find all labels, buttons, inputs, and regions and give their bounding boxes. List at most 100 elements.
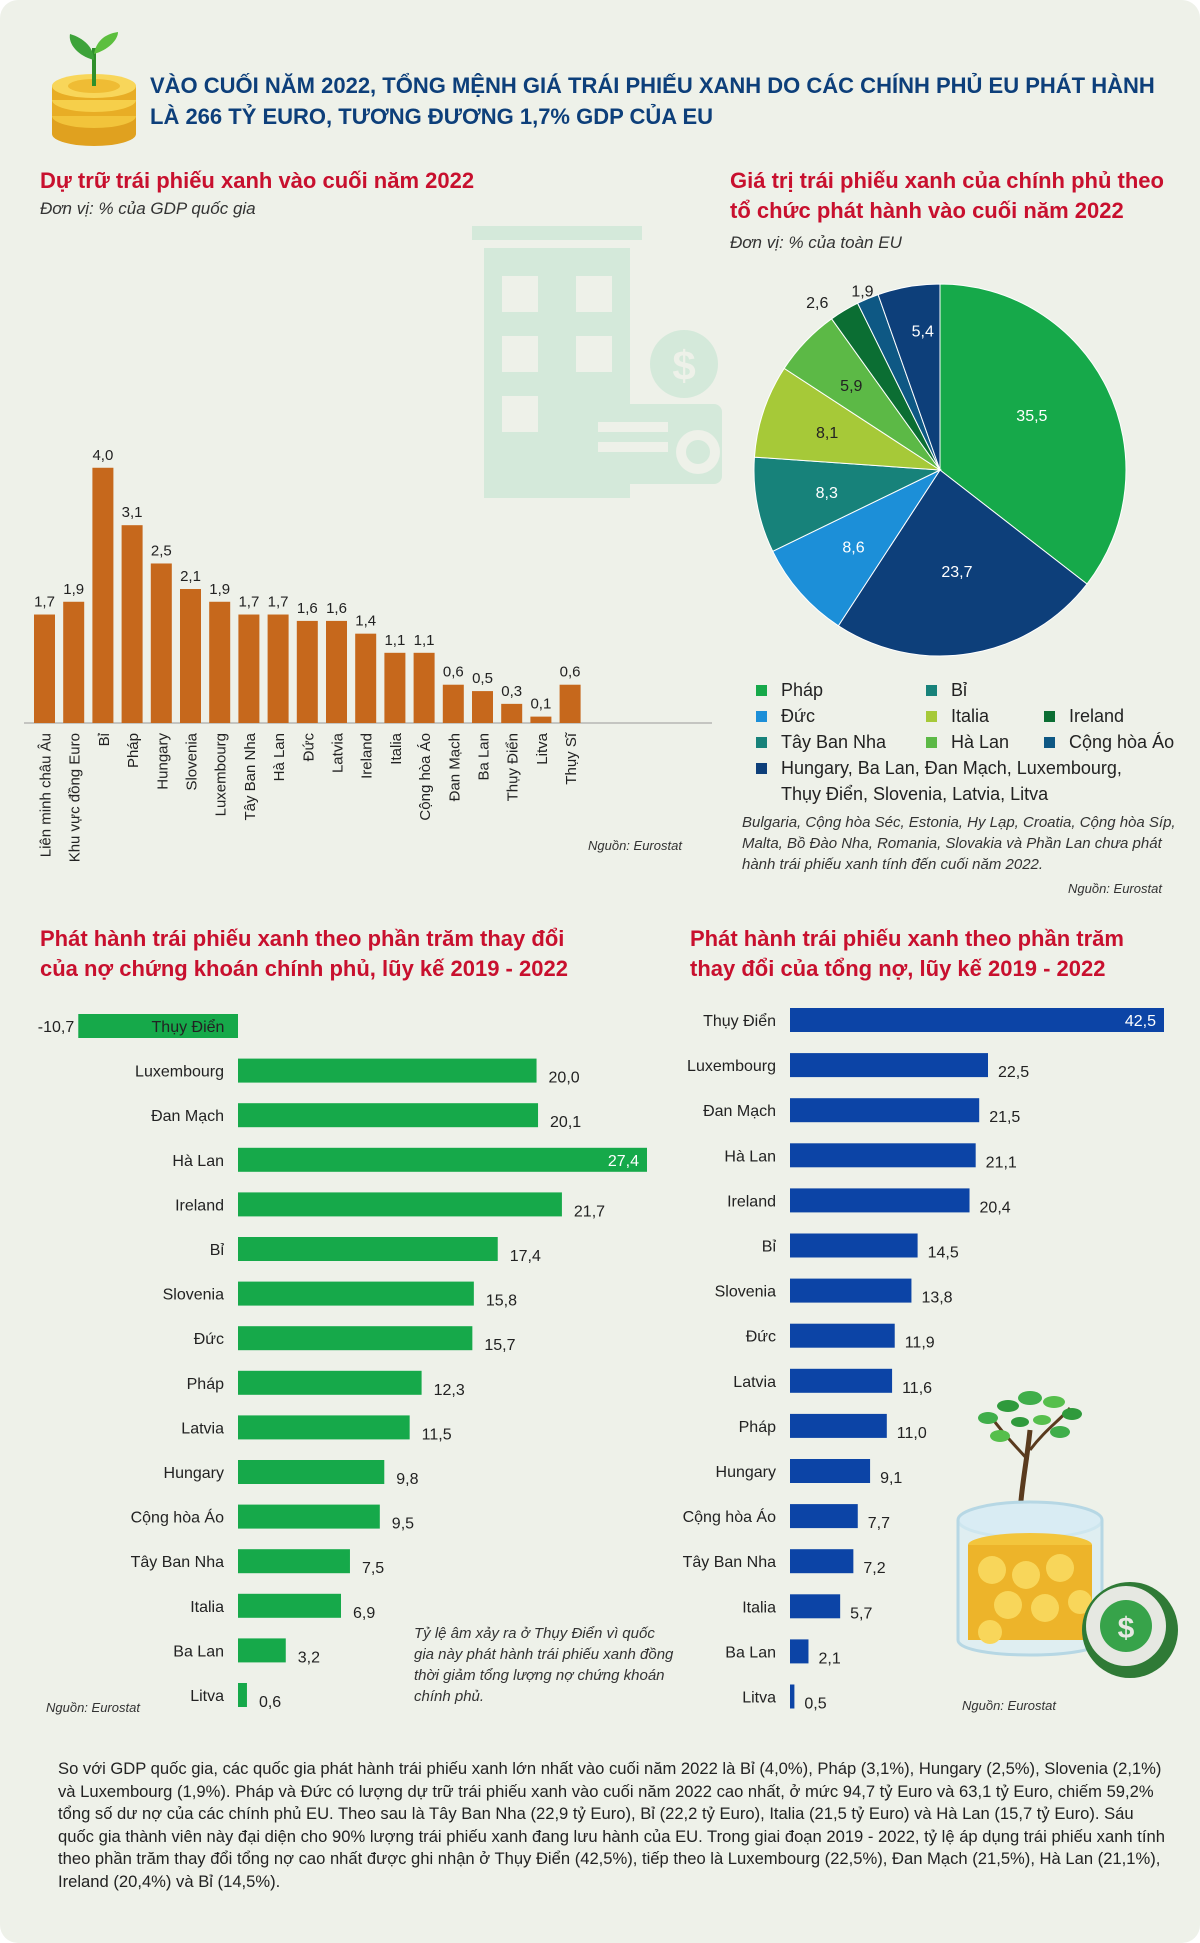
bar-value-label: 1,9	[63, 581, 84, 598]
pie-note: Bulgaria, Cộng hòa Séc, Estonia, Hy Lạp,…	[742, 814, 1176, 873]
bar	[790, 1368, 893, 1393]
pie-slice	[939, 283, 1127, 585]
category-label: Pháp	[739, 1419, 776, 1436]
bar	[209, 601, 231, 723]
bar	[790, 1053, 988, 1078]
pie-value-label: 8,1	[816, 425, 838, 442]
bar	[238, 1237, 498, 1261]
bar	[442, 684, 464, 723]
bar-value-label: 0,3	[501, 683, 522, 700]
bar-value-label: 0,1	[530, 696, 551, 713]
svg-text:$: $	[1118, 1612, 1135, 1645]
reserve-chart-unit: Đơn vị: % của GDP quốc gia	[40, 199, 256, 218]
category-label: Italia	[742, 1599, 776, 1616]
bar	[238, 614, 260, 723]
legend-item-tay-ban-nha: Tây Ban Nha	[756, 732, 926, 753]
category-label: Tây Ban Nha	[683, 1554, 776, 1571]
category-label: Cộng hòa Áo	[417, 733, 434, 821]
bar-value-label: 2,1	[818, 1650, 840, 1667]
reserve-chart-title: Dự trữ trái phiếu xanh vào cuối năm 2022	[40, 168, 475, 193]
bar-value-label: 0,6	[443, 664, 464, 681]
category-label: Slovenia	[163, 1287, 224, 1304]
category-label: Thụy Điển	[505, 733, 522, 801]
category-label: Bỉ	[96, 732, 113, 746]
legend-label: Hà Lan	[951, 731, 1010, 752]
category-label: Hungary	[154, 733, 171, 790]
category-label: Pháp	[125, 733, 142, 768]
category-label: Italia	[388, 732, 405, 764]
bar-value-label: 0,5	[472, 670, 493, 687]
category-label: Khu vực đồng Euro	[67, 733, 84, 862]
bar	[790, 1504, 858, 1529]
negative-note: Tỷ lệ âm xảy ra ở Thụy Điển vì quốc gia …	[414, 1625, 674, 1705]
bar	[121, 525, 143, 723]
legend-swatch	[756, 736, 767, 748]
bar-value-label: 1,7	[34, 594, 55, 611]
coin-stack-sprout-icon	[52, 32, 136, 146]
bar-value-label: 1,4	[355, 613, 376, 630]
bar	[790, 1684, 795, 1709]
category-label: Ba Lan	[725, 1644, 776, 1661]
bar	[790, 1278, 912, 1303]
total-debt-title-line2: thay đổi của tổng nợ, lũy kế 2019 - 2022	[690, 956, 1106, 981]
reserve-chart-source: Nguồn: Eurostat	[588, 838, 682, 853]
bar-value-label: 9,5	[392, 1516, 414, 1533]
category-label: Đan Mạch	[151, 1108, 224, 1125]
bar-value-label: 12,3	[434, 1382, 465, 1399]
pie-value-label: 8,6	[842, 539, 864, 556]
bar-value-label: 9,1	[880, 1470, 902, 1487]
bar	[238, 1370, 422, 1395]
category-label: Latvia	[181, 1420, 224, 1437]
bar-value-label: 1,6	[326, 600, 347, 617]
pie-slice	[877, 283, 941, 471]
pie-value-label: 2,6	[806, 295, 828, 312]
bar	[267, 614, 289, 723]
bar	[238, 1415, 410, 1440]
category-label: Thụy Điển	[703, 1012, 776, 1030]
category-label: Hungary	[164, 1465, 224, 1482]
pie-slice	[753, 367, 942, 471]
bar-value-label: 1,7	[268, 594, 289, 611]
pie-title-line2: tổ chức phát hành vào cuối năm 2022	[730, 198, 1124, 223]
bar-value-label: 3,1	[122, 504, 143, 521]
pie-value-label: 35,5	[1016, 408, 1047, 425]
legend-swatch	[1044, 710, 1055, 722]
bar-value-label: 11,0	[897, 1425, 927, 1442]
category-label: Slovenia	[715, 1284, 776, 1301]
legend-item-ha-lan: Hà Lan	[926, 732, 1044, 753]
pie-value-label: 23,7	[941, 564, 972, 581]
legend-label: Hungary, Ba Lan, Đan Mạch, Luxembourg, T…	[781, 758, 1122, 804]
bar	[92, 467, 114, 723]
bar-value-label: 0,6	[560, 664, 581, 681]
category-label: Đức	[746, 1329, 776, 1346]
bar-value-label: 22,5	[998, 1064, 1029, 1081]
bar-value-label: 20,1	[550, 1114, 581, 1131]
bar-value-label: 15,8	[486, 1293, 517, 1310]
category-label: Thụy Điển	[152, 1018, 225, 1036]
pie-source: Nguồn: Eurostat	[1068, 881, 1162, 896]
legend-label: Đức	[781, 705, 816, 726]
pie-legend: Pháp Bỉ Đức Italia Ireland Tây Ban Nha H…	[756, 677, 1176, 807]
bar-value-label: 7,7	[868, 1515, 890, 1532]
svg-text:$: $	[672, 342, 695, 389]
legend-label: Pháp	[781, 679, 824, 700]
bar	[238, 1147, 647, 1172]
legend-swatch	[756, 763, 767, 774]
legend-swatch	[926, 736, 937, 748]
legend-swatch	[1044, 736, 1055, 748]
bar	[384, 652, 406, 723]
bar-value-label: 7,5	[362, 1560, 384, 1577]
bar-value-label: 21,5	[989, 1109, 1020, 1126]
legend-swatch	[926, 684, 937, 696]
bar	[559, 684, 581, 723]
bar	[238, 1103, 539, 1128]
debt-securities-source: Nguồn: Eurostat	[46, 1700, 140, 1715]
pie-value-label: 5,4	[912, 323, 934, 340]
bar-value-label: 21,1	[986, 1154, 1017, 1171]
pie-slice	[753, 456, 942, 552]
bar	[238, 1058, 537, 1083]
bar-value-label: 0,5	[804, 1696, 826, 1713]
bar-value-label: 5,7	[850, 1605, 872, 1622]
legend-item-phap: Pháp	[756, 680, 926, 701]
